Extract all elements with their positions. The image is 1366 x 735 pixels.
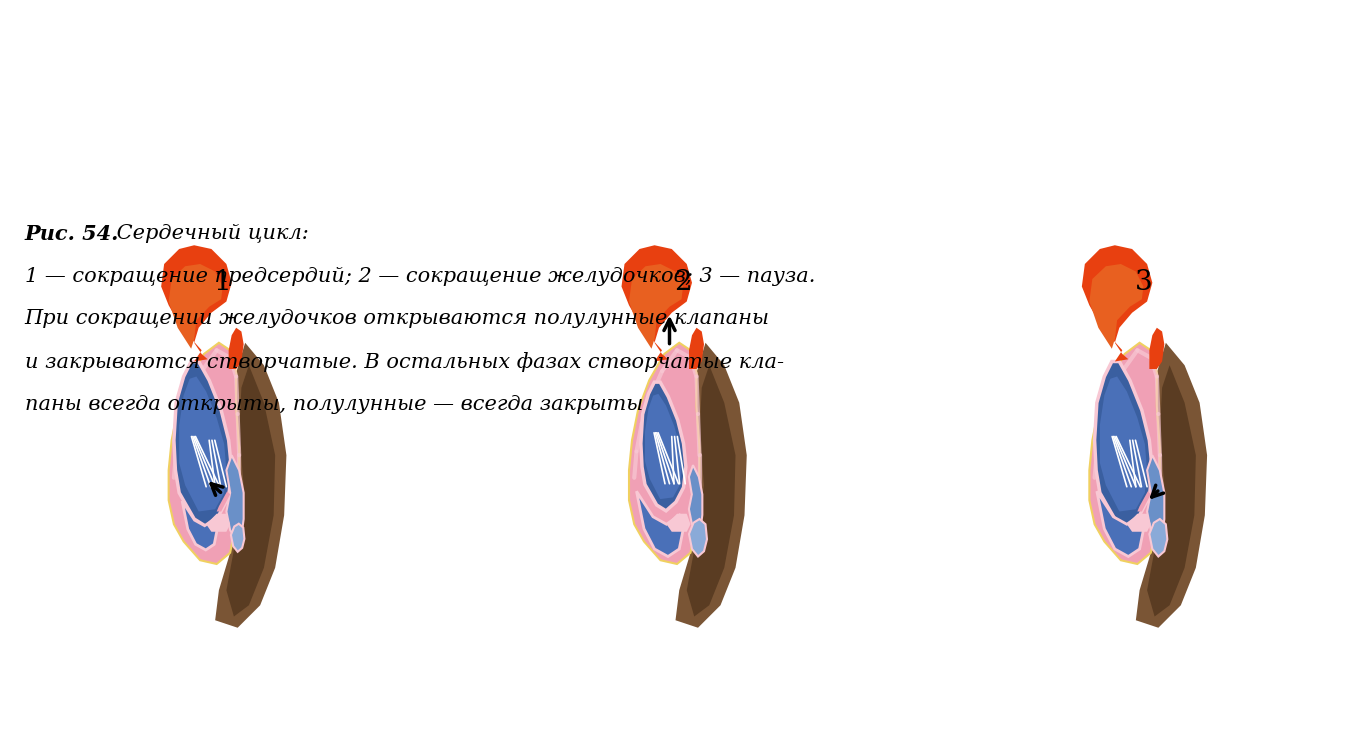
Polygon shape xyxy=(173,362,232,526)
Text: Сердечный цикл:: Сердечный цикл: xyxy=(109,224,309,243)
Polygon shape xyxy=(1149,519,1168,556)
Polygon shape xyxy=(1089,343,1160,564)
Polygon shape xyxy=(182,501,217,550)
Polygon shape xyxy=(1097,491,1143,556)
Polygon shape xyxy=(1147,455,1164,539)
Polygon shape xyxy=(1082,245,1153,362)
Polygon shape xyxy=(628,264,683,348)
Polygon shape xyxy=(628,343,699,564)
Polygon shape xyxy=(227,455,243,539)
Polygon shape xyxy=(645,394,682,499)
Text: паны всегда открыты, полулунные — всегда закрыты: паны всегда открыты, полулунные — всегда… xyxy=(25,395,643,414)
Polygon shape xyxy=(168,264,223,348)
Polygon shape xyxy=(216,343,287,628)
Text: 3: 3 xyxy=(1135,270,1152,296)
Polygon shape xyxy=(637,491,683,556)
Polygon shape xyxy=(676,343,747,628)
Polygon shape xyxy=(1149,328,1164,369)
Polygon shape xyxy=(1147,365,1195,617)
Text: и закрываются створчатые. В остальных фазах створчатые кла-: и закрываются створчатые. В остальных фа… xyxy=(25,352,784,372)
Text: 2: 2 xyxy=(675,270,691,296)
Polygon shape xyxy=(168,343,239,564)
Polygon shape xyxy=(688,465,702,531)
Polygon shape xyxy=(678,491,690,512)
Polygon shape xyxy=(217,491,229,512)
Polygon shape xyxy=(1094,362,1153,526)
Polygon shape xyxy=(228,328,243,369)
Polygon shape xyxy=(1137,343,1208,628)
Polygon shape xyxy=(1089,264,1143,348)
Polygon shape xyxy=(1138,491,1150,512)
Polygon shape xyxy=(667,514,690,531)
Text: 1: 1 xyxy=(214,270,231,296)
Text: При сокращении желудочков открываются полулунные клапаны: При сокращении желудочков открываются по… xyxy=(25,309,769,329)
Polygon shape xyxy=(688,328,703,369)
Polygon shape xyxy=(227,365,275,617)
Polygon shape xyxy=(206,514,229,531)
Polygon shape xyxy=(688,519,708,556)
Polygon shape xyxy=(641,382,686,511)
Polygon shape xyxy=(1100,376,1147,512)
Polygon shape xyxy=(161,245,232,362)
Polygon shape xyxy=(231,523,245,552)
Polygon shape xyxy=(179,376,227,512)
Text: 1 — сокращение предсердий; 2 — сокращение желудочков; 3 — пауза.: 1 — сокращение предсердий; 2 — сокращени… xyxy=(25,267,816,286)
Text: Рис. 54.: Рис. 54. xyxy=(25,224,119,244)
Polygon shape xyxy=(1127,514,1150,531)
Polygon shape xyxy=(622,245,693,362)
Polygon shape xyxy=(687,365,735,617)
